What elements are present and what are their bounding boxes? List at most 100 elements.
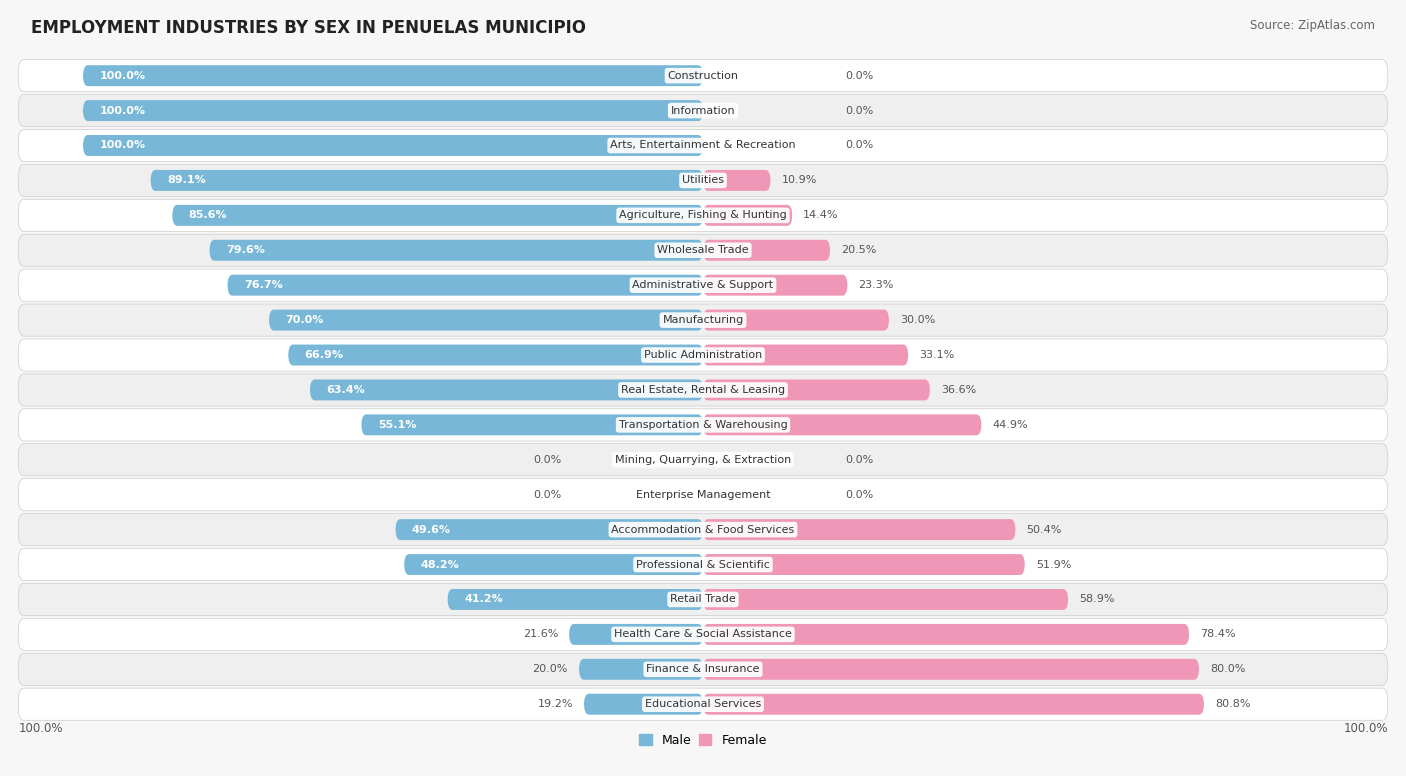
Text: 41.2%: 41.2% (464, 594, 503, 605)
FancyBboxPatch shape (18, 584, 1388, 615)
FancyBboxPatch shape (18, 60, 1388, 92)
FancyBboxPatch shape (83, 65, 703, 86)
Text: 44.9%: 44.9% (993, 420, 1028, 430)
Text: 63.4%: 63.4% (326, 385, 366, 395)
Text: 79.6%: 79.6% (226, 245, 264, 255)
FancyBboxPatch shape (569, 624, 703, 645)
FancyBboxPatch shape (18, 130, 1388, 161)
Text: 55.1%: 55.1% (378, 420, 416, 430)
Text: Mining, Quarrying, & Extraction: Mining, Quarrying, & Extraction (614, 455, 792, 465)
Text: Information: Information (671, 106, 735, 116)
FancyBboxPatch shape (228, 275, 703, 296)
Text: 19.2%: 19.2% (537, 699, 572, 709)
FancyBboxPatch shape (583, 694, 703, 715)
Text: Wholesale Trade: Wholesale Trade (657, 245, 749, 255)
Text: 48.2%: 48.2% (420, 559, 460, 570)
FancyBboxPatch shape (395, 519, 703, 540)
Text: 0.0%: 0.0% (845, 71, 873, 81)
FancyBboxPatch shape (703, 310, 889, 331)
Text: Finance & Insurance: Finance & Insurance (647, 664, 759, 674)
Text: Real Estate, Rental & Leasing: Real Estate, Rental & Leasing (621, 385, 785, 395)
Text: Health Care & Social Assistance: Health Care & Social Assistance (614, 629, 792, 639)
FancyBboxPatch shape (703, 240, 830, 261)
FancyBboxPatch shape (309, 379, 703, 400)
Text: Public Administration: Public Administration (644, 350, 762, 360)
Text: 10.9%: 10.9% (782, 175, 817, 185)
Text: 100.0%: 100.0% (100, 71, 145, 81)
Text: 14.4%: 14.4% (803, 210, 839, 220)
FancyBboxPatch shape (18, 653, 1388, 685)
FancyBboxPatch shape (703, 659, 1199, 680)
FancyBboxPatch shape (209, 240, 703, 261)
FancyBboxPatch shape (18, 688, 1388, 720)
Text: 85.6%: 85.6% (188, 210, 228, 220)
Text: Transportation & Warehousing: Transportation & Warehousing (619, 420, 787, 430)
FancyBboxPatch shape (703, 589, 1069, 610)
Text: 89.1%: 89.1% (167, 175, 205, 185)
FancyBboxPatch shape (18, 479, 1388, 511)
Text: Arts, Entertainment & Recreation: Arts, Entertainment & Recreation (610, 140, 796, 151)
FancyBboxPatch shape (361, 414, 703, 435)
Text: 0.0%: 0.0% (533, 455, 561, 465)
Text: Administrative & Support: Administrative & Support (633, 280, 773, 290)
Text: 20.5%: 20.5% (841, 245, 876, 255)
Text: Enterprise Management: Enterprise Management (636, 490, 770, 500)
FancyBboxPatch shape (703, 379, 929, 400)
FancyBboxPatch shape (579, 659, 703, 680)
Text: 49.6%: 49.6% (412, 525, 451, 535)
FancyBboxPatch shape (18, 549, 1388, 580)
Text: 0.0%: 0.0% (845, 140, 873, 151)
Text: Source: ZipAtlas.com: Source: ZipAtlas.com (1250, 19, 1375, 33)
Text: Educational Services: Educational Services (645, 699, 761, 709)
Text: 51.9%: 51.9% (1036, 559, 1071, 570)
FancyBboxPatch shape (83, 100, 703, 121)
FancyBboxPatch shape (18, 234, 1388, 266)
Text: 100.0%: 100.0% (18, 722, 63, 735)
FancyBboxPatch shape (18, 165, 1388, 196)
FancyBboxPatch shape (18, 409, 1388, 441)
FancyBboxPatch shape (18, 304, 1388, 336)
FancyBboxPatch shape (18, 199, 1388, 231)
FancyBboxPatch shape (703, 624, 1189, 645)
Text: 33.1%: 33.1% (920, 350, 955, 360)
Text: 100.0%: 100.0% (100, 140, 145, 151)
FancyBboxPatch shape (703, 694, 1204, 715)
FancyBboxPatch shape (18, 444, 1388, 476)
FancyBboxPatch shape (703, 345, 908, 365)
Text: 0.0%: 0.0% (845, 106, 873, 116)
Text: 100.0%: 100.0% (100, 106, 145, 116)
Text: 50.4%: 50.4% (1026, 525, 1062, 535)
Text: 70.0%: 70.0% (285, 315, 323, 325)
Text: 23.3%: 23.3% (859, 280, 894, 290)
Text: 21.6%: 21.6% (523, 629, 558, 639)
Text: EMPLOYMENT INDUSTRIES BY SEX IN PENUELAS MUNICIPIO: EMPLOYMENT INDUSTRIES BY SEX IN PENUELAS… (31, 19, 586, 37)
Text: 100.0%: 100.0% (1343, 722, 1388, 735)
FancyBboxPatch shape (18, 339, 1388, 371)
FancyBboxPatch shape (404, 554, 703, 575)
FancyBboxPatch shape (703, 170, 770, 191)
Text: Professional & Scientific: Professional & Scientific (636, 559, 770, 570)
Text: 0.0%: 0.0% (845, 490, 873, 500)
FancyBboxPatch shape (18, 514, 1388, 546)
FancyBboxPatch shape (18, 269, 1388, 301)
Text: Agriculture, Fishing & Hunting: Agriculture, Fishing & Hunting (619, 210, 787, 220)
FancyBboxPatch shape (703, 414, 981, 435)
Legend: Male, Female: Male, Female (634, 729, 772, 752)
FancyBboxPatch shape (703, 205, 793, 226)
Text: 30.0%: 30.0% (900, 315, 935, 325)
Text: 58.9%: 58.9% (1080, 594, 1115, 605)
Text: Retail Trade: Retail Trade (671, 594, 735, 605)
Text: 80.0%: 80.0% (1211, 664, 1246, 674)
Text: Accommodation & Food Services: Accommodation & Food Services (612, 525, 794, 535)
Text: 0.0%: 0.0% (533, 490, 561, 500)
FancyBboxPatch shape (447, 589, 703, 610)
Text: 66.9%: 66.9% (305, 350, 343, 360)
Text: 36.6%: 36.6% (941, 385, 976, 395)
FancyBboxPatch shape (83, 135, 703, 156)
FancyBboxPatch shape (173, 205, 703, 226)
FancyBboxPatch shape (288, 345, 703, 365)
Text: 76.7%: 76.7% (245, 280, 283, 290)
FancyBboxPatch shape (703, 554, 1025, 575)
FancyBboxPatch shape (703, 519, 1015, 540)
FancyBboxPatch shape (18, 95, 1388, 126)
